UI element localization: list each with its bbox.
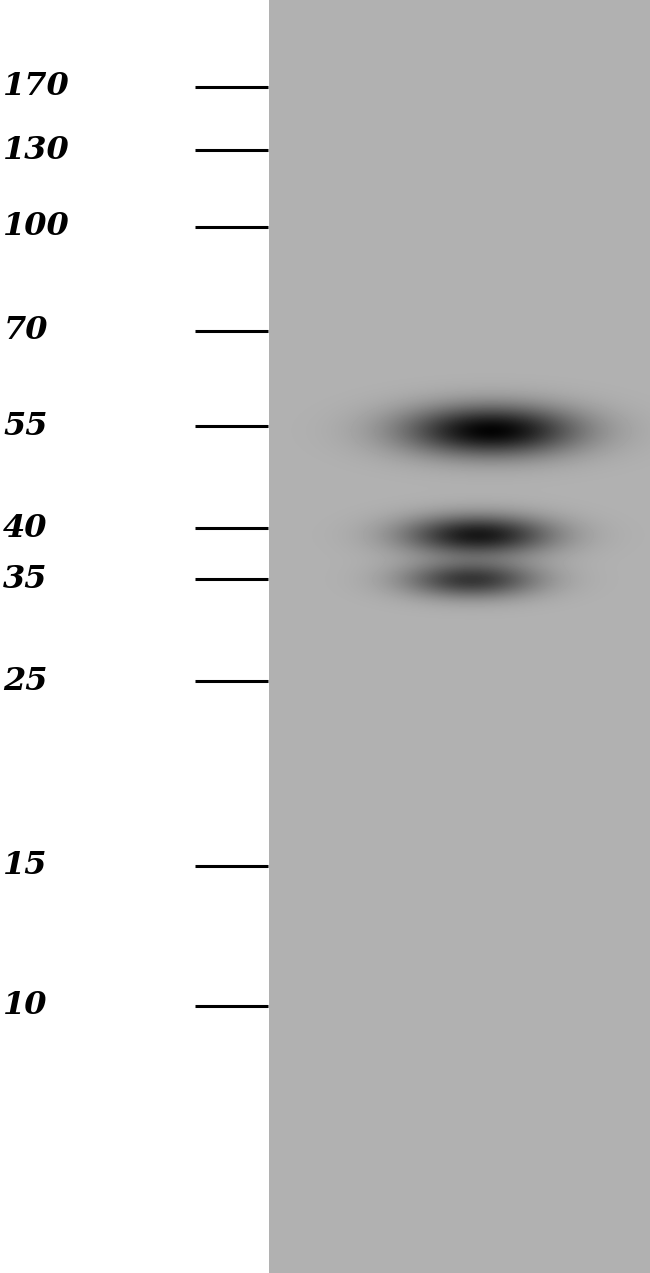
Text: 170: 170 (3, 71, 70, 102)
Text: 15: 15 (3, 850, 47, 881)
Text: 70: 70 (3, 316, 47, 346)
Text: 130: 130 (3, 135, 70, 165)
Text: 40: 40 (3, 513, 47, 544)
Text: 100: 100 (3, 211, 70, 242)
Text: 35: 35 (3, 564, 47, 594)
Text: 25: 25 (3, 666, 47, 696)
Text: 55: 55 (3, 411, 47, 442)
Text: 10: 10 (3, 990, 47, 1021)
